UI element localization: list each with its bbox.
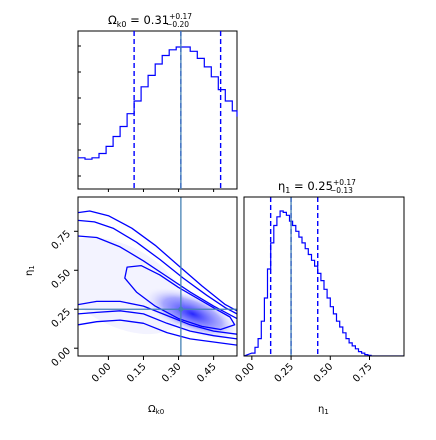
axis-subscript: 1 [324,408,328,416]
eta-xtick-label: 0.50 [312,361,336,385]
omega-title: Ωk0 = 0.31+0.17 −0.20 [108,12,192,29]
omega-axis-label: Ωk0 [148,404,164,416]
joint-xtick-label: 0.00 [90,361,114,385]
contour-1.5sigma-lower [78,300,237,335]
contour-2sigma-upper [78,219,237,315]
title-median: = 0.25 [290,179,333,193]
joint-ytick-label: 0.00 [50,346,74,370]
joint-xtick-label: 0.30 [160,361,184,385]
title-err-minus: −0.20 [166,20,189,29]
title-subscript: k0 [117,20,127,29]
eta-xtick-label: 0.75 [351,361,375,385]
joint-ytick-label: 0.25 [50,307,74,331]
joint-xtick-label: 0.15 [125,361,149,385]
eta-axis-label: η1 [318,404,329,416]
contour-outer-upper [78,210,237,312]
joint-frame [77,196,238,357]
axis-subscript: 1 [28,265,36,269]
joint-ytick-label: 0.75 [50,229,74,253]
eta-xtick-label: 0.25 [273,361,297,385]
omega-histogram-panel [77,30,238,192]
title-err-plus: +0.17 [333,178,356,187]
title-symbol: η [278,179,285,193]
joint-contour-panel: 0.00 0.15 0.30 0.45 0.00 0.25 0.50 0.75 [50,196,238,385]
title-median: = 0.31 [127,13,170,27]
eta-hist-line [244,210,404,356]
axis-symbol: Ω [148,404,156,415]
joint-truth-point [178,306,184,312]
contour-outer-lower [78,319,237,346]
title-err-plus: +0.17 [169,12,192,21]
axis-symbol: η [24,270,35,276]
title-err-minus: −0.13 [330,186,353,195]
contour-1sigma [124,264,236,331]
eta-title: η1 = 0.25+0.17 −0.13 [278,178,356,195]
title-subscript: 1 [285,186,290,195]
eta-y-axis-label: η1 [24,265,36,276]
joint-ytick-label: 0.50 [50,268,74,292]
eta-xtick-label: 0.00 [233,361,257,385]
omega-hist-frame [77,30,238,190]
joint-xtick-label: 0.45 [195,361,219,385]
contour-1.5sigma-upper [78,235,237,320]
eta-hist-frame [243,196,405,357]
axis-symbol: η [318,404,324,415]
omega-hist-line [78,46,238,160]
density-fill [143,287,237,341]
contour-2sigma-lower [78,310,237,340]
title-symbol: Ω [108,13,117,27]
axis-subscript: k0 [156,408,165,416]
eta-histogram-panel: 0.00 0.25 0.50 0.75 [233,196,405,385]
